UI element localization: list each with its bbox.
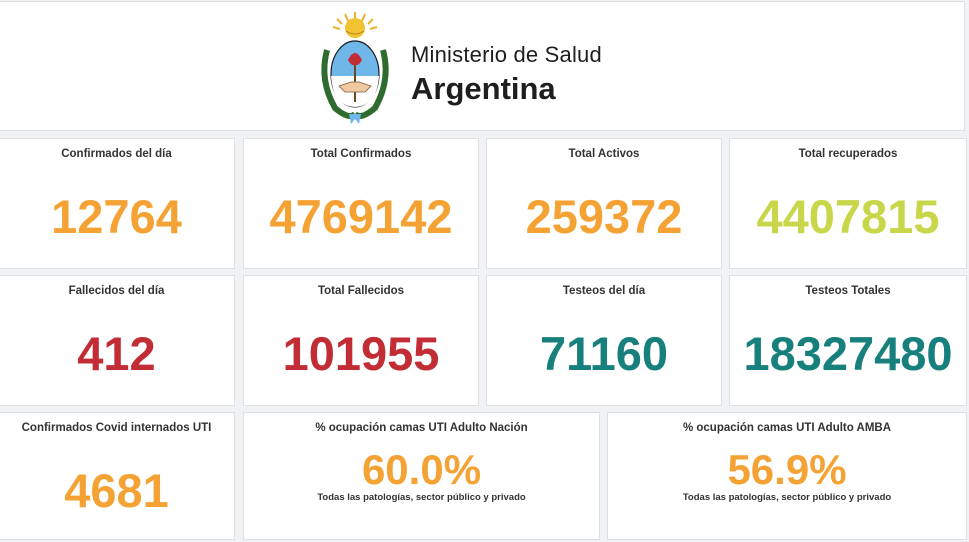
card-total-recuperados: Total recuperados 4407815 xyxy=(729,138,967,269)
card-ocupacion-amba: % ocupación camas UTI Adulto AMBA 56.9% … xyxy=(607,412,967,540)
card-title: Total Fallecidos xyxy=(317,285,405,297)
card-value: 60.0% xyxy=(361,446,482,493)
card-testeos-totales: Testeos Totales 18327480 xyxy=(729,275,967,406)
card-value: 4681 xyxy=(64,464,169,517)
card-fallecidos-dia: Fallecidos del día 412 xyxy=(0,275,235,406)
card-note: Todas las patologías, sector público y p… xyxy=(682,492,892,503)
card-value: 101955 xyxy=(282,327,440,380)
card-title: Confirmados del día xyxy=(61,148,172,160)
card-title: Testeos del día xyxy=(562,285,646,297)
card-value: 12764 xyxy=(51,190,182,243)
card-value: 56.9% xyxy=(727,446,847,493)
card-value: 259372 xyxy=(525,190,683,243)
card-confirmados-dia: Confirmados del día 12764 xyxy=(0,138,235,269)
card-value: 4769142 xyxy=(269,190,453,243)
coat-of-arms-logo xyxy=(315,10,395,126)
card-total-fallecidos: Total Fallecidos 101955 xyxy=(243,275,479,406)
card-title: Confirmados Covid internados UTI xyxy=(21,422,212,434)
header-panel: Ministerio de Salud Argentina xyxy=(0,1,965,131)
org-name-line1: Ministerio de Salud xyxy=(411,42,602,67)
card-title: % ocupación camas UTI Adulto Nación xyxy=(315,422,528,434)
card-title: Total Activos xyxy=(568,148,640,160)
card-value: 412 xyxy=(77,327,156,380)
card-title: % ocupación camas UTI Adulto AMBA xyxy=(682,422,892,434)
card-note: Todas las patologías, sector público y p… xyxy=(317,492,526,503)
card-title: Total Confirmados xyxy=(310,148,412,160)
card-testeos-dia: Testeos del día 71160 xyxy=(486,275,722,406)
card-internados-uti: Confirmados Covid internados UTI 4681 xyxy=(0,412,235,540)
card-title: Fallecidos del día xyxy=(68,285,165,297)
card-value: 4407815 xyxy=(756,190,940,243)
org-name-line2: Argentina xyxy=(411,71,556,106)
card-total-activos: Total Activos 259372 xyxy=(486,138,722,269)
card-value: 71160 xyxy=(539,327,669,380)
card-title: Total recuperados xyxy=(798,148,898,160)
card-title: Testeos Totales xyxy=(805,285,891,297)
card-total-confirmados: Total Confirmados 4769142 xyxy=(243,138,479,269)
card-ocupacion-nacion: % ocupación camas UTI Adulto Nación 60.0… xyxy=(243,412,600,540)
org-name: Ministerio de Salud Argentina xyxy=(411,42,602,107)
card-value: 18327480 xyxy=(743,327,953,380)
